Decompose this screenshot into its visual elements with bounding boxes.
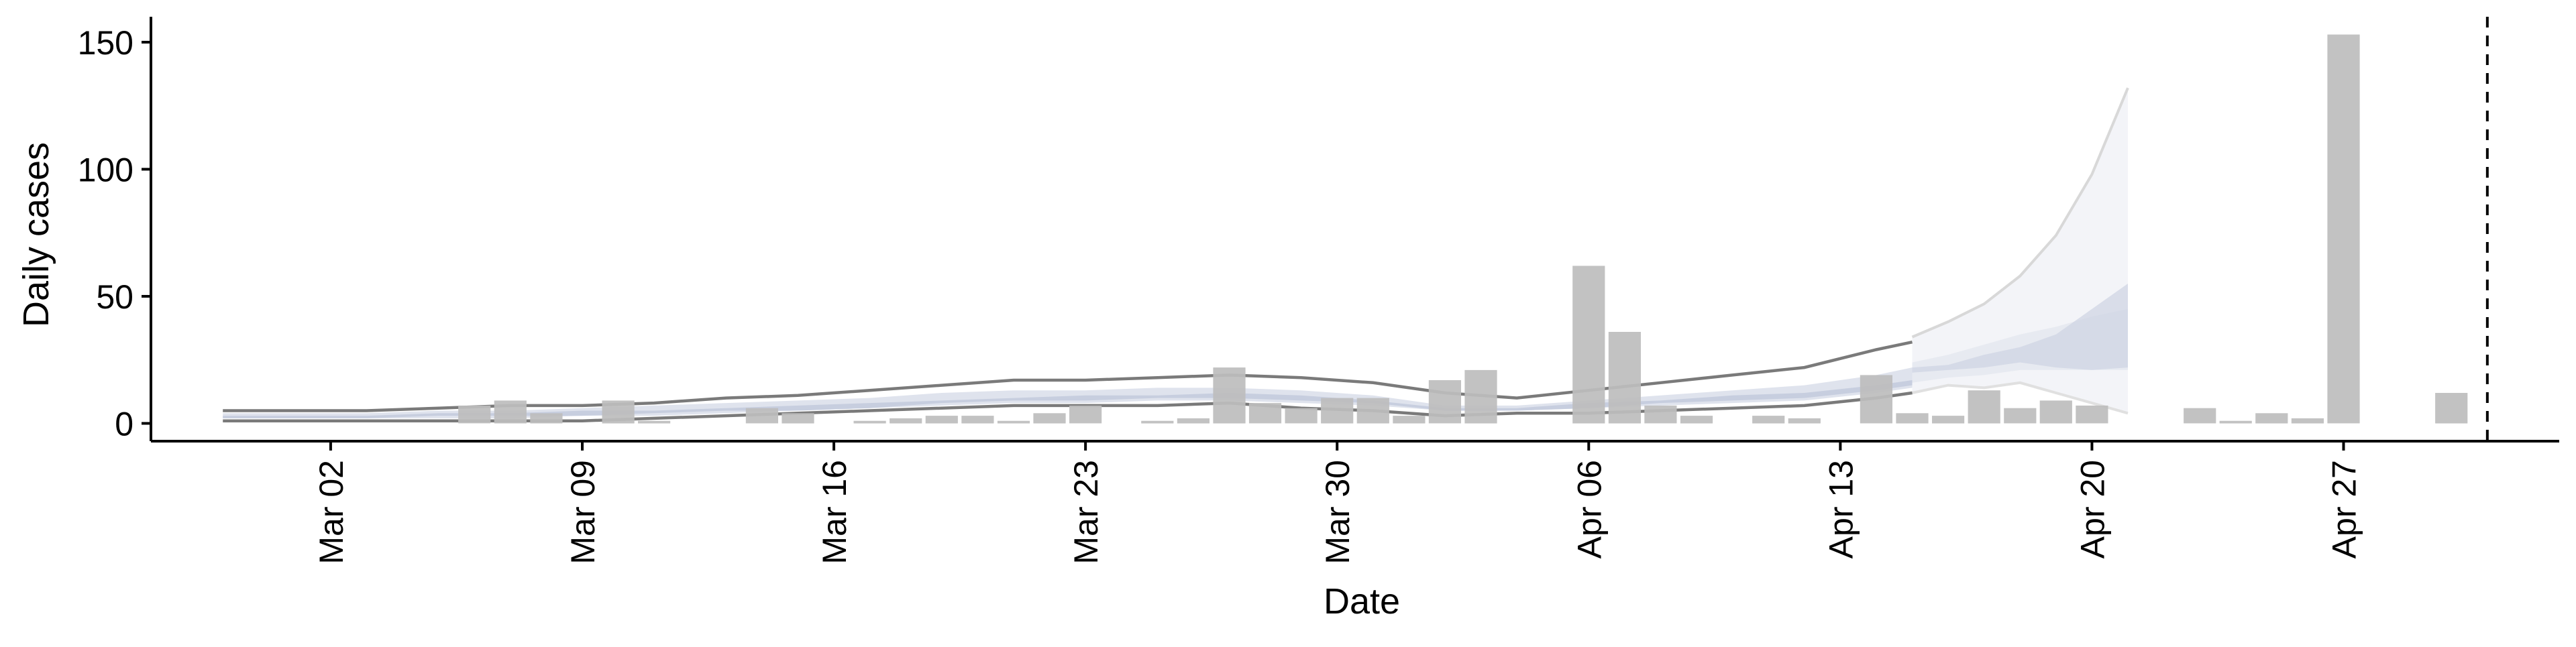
y-tick-label: 100 [78, 151, 133, 188]
x-tick-label: Mar 09 [564, 460, 602, 565]
bar [1213, 367, 1246, 424]
x-axis-title: Date [1324, 581, 1400, 622]
bar [1069, 405, 1102, 424]
bar [1788, 418, 1821, 424]
bar [2291, 418, 2324, 424]
bar [1932, 416, 1965, 424]
bar [1752, 416, 1785, 424]
x-tick-label: Mar 02 [313, 460, 350, 565]
projection-layer [1911, 87, 2129, 415]
y-tick-label: 0 [115, 405, 133, 443]
bar [458, 405, 491, 424]
bar [1860, 375, 1892, 424]
bar [1680, 416, 1713, 424]
bar [1428, 380, 1461, 424]
x-tick-label: Mar 16 [816, 460, 853, 565]
projection-lower-line [1912, 381, 2129, 415]
bar [1608, 332, 1641, 424]
x-tick-label: Apr 27 [2326, 460, 2363, 558]
bar [638, 420, 671, 424]
bar [2255, 413, 2288, 424]
bar [2435, 393, 2468, 424]
bar [925, 416, 958, 424]
bars-layer [458, 34, 2468, 424]
bar [1968, 390, 2000, 424]
bar [1644, 405, 1677, 424]
bar [853, 420, 886, 424]
bar [1285, 408, 1318, 424]
bar [961, 416, 994, 424]
bar [782, 413, 814, 424]
bar [1321, 398, 1354, 424]
bar [890, 418, 922, 424]
y-tick-label: 50 [96, 278, 133, 316]
bar [1464, 369, 1497, 424]
bar [2219, 420, 2252, 424]
bar [2327, 34, 2360, 424]
bar [1572, 266, 1605, 424]
bar [1141, 420, 1174, 424]
axes-layer: 0 50 100 150 Mar 02 Mar 09 Mar 16 Mar 23 Mar 30 A… [78, 17, 2559, 565]
x-tick-label: Apr 13 [1822, 460, 1860, 558]
x-tick-label: Mar 30 [1319, 460, 1356, 565]
projection-upper-line [1911, 87, 2129, 339]
bar [602, 400, 635, 424]
bar [1177, 418, 1210, 424]
bar [2184, 408, 2216, 424]
bar [1356, 398, 1389, 424]
bar [1033, 413, 1066, 424]
bar [1393, 416, 1426, 424]
bar [2004, 408, 2037, 424]
bar [1248, 403, 1282, 424]
bar [1896, 413, 1929, 424]
bar [494, 400, 527, 424]
bar [530, 413, 563, 424]
bar [2076, 405, 2108, 424]
bar [2039, 400, 2072, 424]
x-tick-label: Apr 20 [2074, 460, 2111, 558]
bar [997, 420, 1030, 424]
y-axis-title: Daily cases [16, 142, 56, 327]
projection-inner-band [1912, 284, 2128, 373]
x-tick-label: Apr 06 [1570, 460, 1608, 558]
x-tick-label: Mar 23 [1067, 460, 1105, 565]
y-tick-label: 150 [78, 24, 133, 62]
bar [745, 408, 778, 424]
